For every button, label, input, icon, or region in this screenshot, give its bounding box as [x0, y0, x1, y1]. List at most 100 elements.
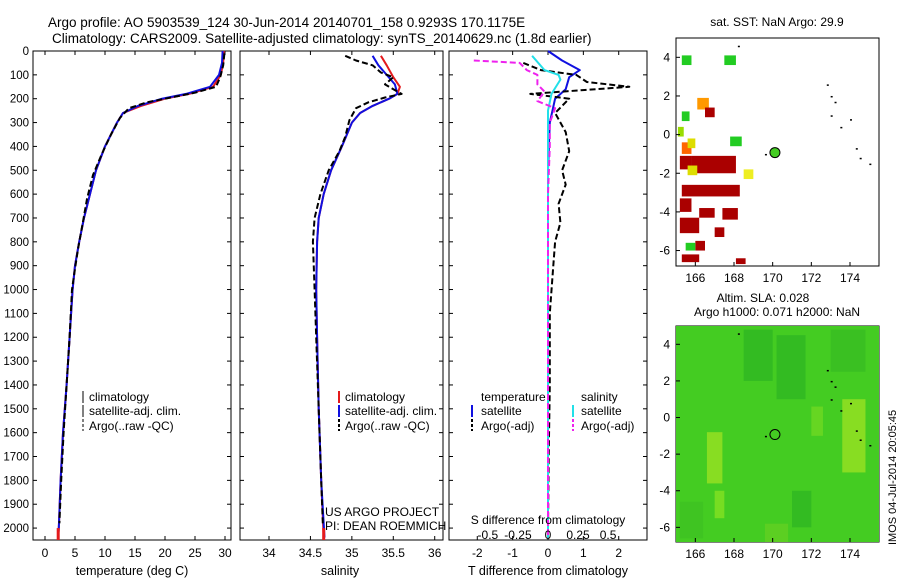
- y-tick-label: 400: [10, 141, 29, 153]
- coast-speck: [737, 45, 740, 48]
- sst-cell: [679, 198, 692, 212]
- difference-series: [473, 50, 631, 538]
- sal-legend-climatology-label: climatology: [345, 390, 405, 404]
- x-tick-label: 35: [345, 546, 359, 560]
- map-x-label: 174: [840, 547, 860, 561]
- x-tick-label: 36: [428, 546, 442, 560]
- coast-speck: [840, 126, 843, 129]
- s-tick-label: 0: [545, 528, 552, 542]
- sst-cell: [697, 97, 709, 110]
- map-x-label: 166: [685, 271, 705, 285]
- x-tick-label: 34: [262, 546, 276, 560]
- x-tick-label: 0: [42, 546, 49, 560]
- coast-speck: [840, 410, 843, 412]
- x-tick-label: 30: [218, 546, 232, 560]
- map-y-label: 2: [663, 89, 670, 103]
- sal-legend-argo-label: Argo(..raw -QC): [345, 419, 430, 433]
- x-tick-label: -1: [507, 546, 518, 560]
- coast-speck: [859, 439, 862, 441]
- depth-axis-ticks: 0 100 200 300 400 500 600 700 800 900 1000 1100 1200…: [3, 46, 231, 535]
- map-y-label: 0: [663, 411, 670, 425]
- sst-cell: [714, 227, 725, 238]
- sst-cell: [681, 254, 700, 263]
- coast-speck: [830, 399, 833, 401]
- map-y-label: -4: [659, 205, 670, 219]
- sla-map-ticks: 166 168 170 172 174 4 2 0 -2 -4 -6: [659, 337, 860, 561]
- temperature-line-0: [57, 50, 225, 538]
- temperature-line-1: [57, 50, 224, 538]
- coast-speck: [859, 157, 862, 160]
- legend-temperature-title: temperature: [481, 390, 546, 404]
- timestamp-label: IMOS 04-Jul-2014 20:05:45: [887, 410, 899, 545]
- map-x-label: 168: [724, 271, 744, 285]
- salinity-depth-ticks: [240, 50, 443, 529]
- map-y-label: 4: [663, 50, 670, 64]
- y-tick-label: 1200: [3, 332, 29, 344]
- coast-speck: [826, 369, 829, 372]
- s-tick-label: -0.5: [478, 528, 499, 542]
- map-y-label: 0: [663, 128, 670, 142]
- coast-speck: [834, 101, 837, 104]
- sla-map-subtitle: Argo h1000: 0.071 h2000: NaN: [694, 305, 860, 319]
- coast-speck: [850, 402, 852, 405]
- coast-speck: [855, 430, 858, 432]
- map-x-label: 170: [763, 271, 783, 285]
- salinity-panel: 34 34.5 35 35.5 36 climatology satellite-adj…: [239, 50, 446, 578]
- sst-cell: [691, 155, 736, 174]
- sal-legend-satellite-label: satellite-adj. clim.: [345, 404, 437, 418]
- difference-line-0: [547, 50, 581, 538]
- map-y-label: -6: [659, 244, 670, 258]
- y-tick-label: 200: [10, 94, 29, 106]
- difference-line-3: [473, 59, 557, 538]
- coast-speck: [830, 380, 833, 383]
- map-y-label: -4: [659, 484, 670, 498]
- sst-map-title: sat. SST: NaN Argo: 29.9: [710, 15, 844, 29]
- sla-argo-marker: [769, 429, 781, 441]
- difference-line-2: [531, 55, 562, 538]
- salinity-line-0: [315, 55, 401, 538]
- x-tick-label: 10: [98, 546, 112, 560]
- sst-cell: [681, 184, 740, 197]
- map-y-label: -2: [659, 447, 670, 461]
- salinity-axis-label: salinity: [321, 564, 360, 578]
- map-y-label: -2: [659, 166, 670, 180]
- salinity-line-2: [311, 54, 403, 526]
- sst-map-panel: sat. SST: NaN Argo: 29.9 166 168 170 172 174…: [659, 15, 880, 285]
- sst-cell: [687, 165, 698, 176]
- y-tick-label: 800: [10, 237, 29, 249]
- y-tick-label: 1600: [3, 428, 29, 440]
- y-tick-label: 900: [10, 261, 29, 273]
- legend-salinity-title: salinity: [581, 390, 618, 404]
- sst-cell: [724, 55, 736, 66]
- temperature-series: [56, 50, 226, 540]
- difference-legend: temperature satellite Argo(-adj) salinit…: [471, 390, 634, 433]
- legend-s-satellite-label: satellite: [581, 404, 622, 418]
- x-tick-label: 2: [615, 546, 622, 560]
- map-y-label: -6: [659, 520, 670, 534]
- s-tick-label: 0.25: [566, 528, 590, 542]
- x-tick-label: 25: [188, 546, 202, 560]
- x-tick-label: 5: [72, 546, 79, 560]
- sla-patch: [830, 329, 866, 372]
- salinity-line-1: [315, 55, 399, 538]
- y-tick-label: 300: [10, 118, 29, 130]
- coast-speck: [850, 119, 852, 121]
- y-tick-label: 500: [10, 165, 29, 177]
- sst-cell: [735, 258, 746, 265]
- coast-speck: [764, 153, 767, 156]
- coast-speck: [830, 115, 833, 117]
- coast-speck: [869, 163, 872, 166]
- map-x-label: 170: [763, 547, 783, 561]
- x-tick-label: 35.5: [382, 546, 406, 560]
- sla-map-title: Altim. SLA: 0.028: [717, 291, 810, 305]
- sla-coastline: [737, 333, 872, 447]
- x-tick-label: -2: [472, 546, 483, 560]
- difference-line-1: [522, 61, 631, 529]
- sst-cell: [705, 107, 715, 118]
- header-subtitle: Climatology: CARS2009. Satellite-adjuste…: [52, 31, 592, 46]
- y-tick-label: 100: [10, 70, 29, 82]
- y-tick-label: 1900: [3, 499, 29, 511]
- sst-cell: [687, 138, 696, 149]
- y-tick-label: 1800: [3, 475, 29, 487]
